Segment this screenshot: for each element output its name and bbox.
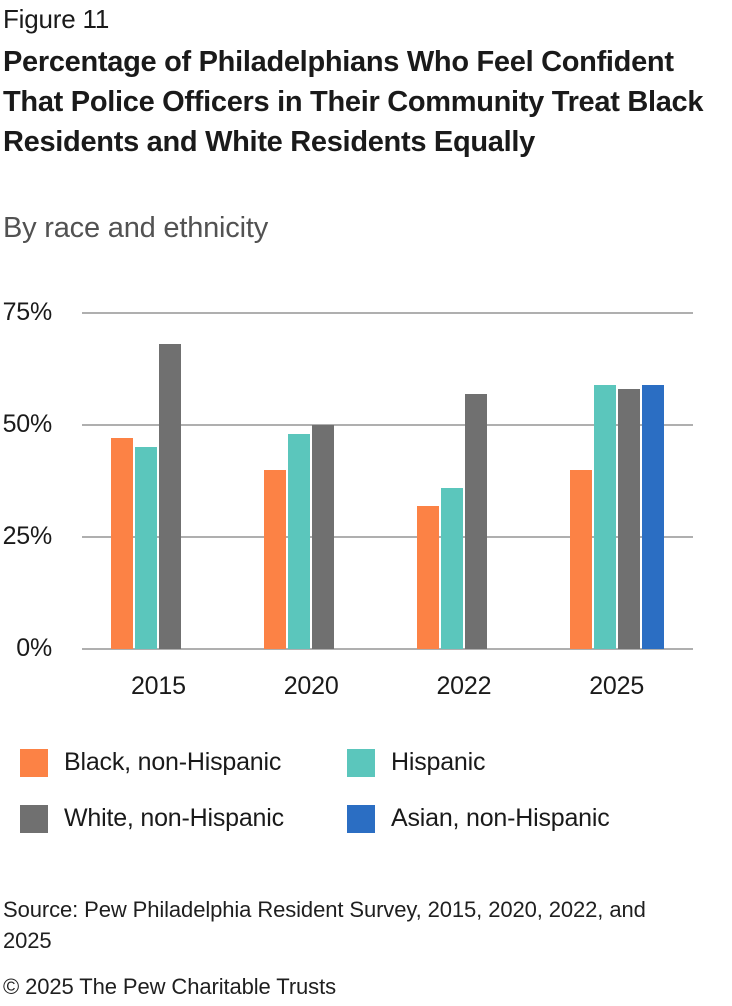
bar xyxy=(464,393,487,649)
legend-label: White, non-Hispanic xyxy=(64,804,284,832)
bar xyxy=(641,384,664,649)
source-note: Source: Pew Philadelphia Resident Survey… xyxy=(3,897,646,953)
gridline xyxy=(82,424,693,426)
bar xyxy=(135,447,158,649)
chart-subtitle: By race and ethnicity xyxy=(3,212,268,244)
legend-label: Hispanic xyxy=(391,748,486,776)
bar xyxy=(111,438,134,649)
x-tick-label: 2025 xyxy=(589,672,645,700)
legend-item: Black, non-Hispanic xyxy=(20,748,347,777)
gridline xyxy=(82,536,693,538)
figure-label: Figure 11 xyxy=(3,4,110,34)
chart-legend: Black, non-Hispanic Hispanic White, non-Hi… xyxy=(20,748,720,833)
y-tick-label: 50% xyxy=(2,410,53,438)
legend-label: Black, non-Hispanic xyxy=(64,748,282,776)
gridline xyxy=(82,648,693,650)
legend-label: Asian, non-Hispanic xyxy=(391,804,610,832)
gridline xyxy=(82,312,693,314)
bar-chart: 0% 25% 50% 75% 2015 2020 2022 2025 xyxy=(0,280,732,710)
x-tick-label: 2020 xyxy=(283,672,339,700)
y-tick-label: 25% xyxy=(2,522,53,550)
copyright-note: © 2025 The Pew Charitable Trusts xyxy=(3,974,336,999)
legend-swatch-icon xyxy=(20,748,48,777)
bar xyxy=(312,425,335,649)
bar xyxy=(416,505,439,649)
bar xyxy=(288,433,311,649)
bar xyxy=(569,469,592,649)
page-title: Percentage of Philadelphians Who Feel Co… xyxy=(3,46,704,158)
legend-swatch-icon xyxy=(20,804,48,833)
legend-swatch-icon xyxy=(347,804,375,833)
bar xyxy=(440,487,463,649)
bar xyxy=(617,389,640,649)
legend-item: White, non-Hispanic xyxy=(20,804,347,833)
bar xyxy=(264,469,287,649)
bar xyxy=(593,384,616,649)
legend-swatch-icon xyxy=(347,748,375,777)
legend-item: Hispanic xyxy=(347,748,720,777)
legend-item: Asian, non-Hispanic xyxy=(347,804,720,833)
y-tick-label: 0% xyxy=(16,634,52,662)
x-tick-label: 2015 xyxy=(130,672,186,700)
y-tick-label: 75% xyxy=(2,298,53,326)
x-tick-label: 2022 xyxy=(436,672,492,700)
bar xyxy=(159,344,182,649)
